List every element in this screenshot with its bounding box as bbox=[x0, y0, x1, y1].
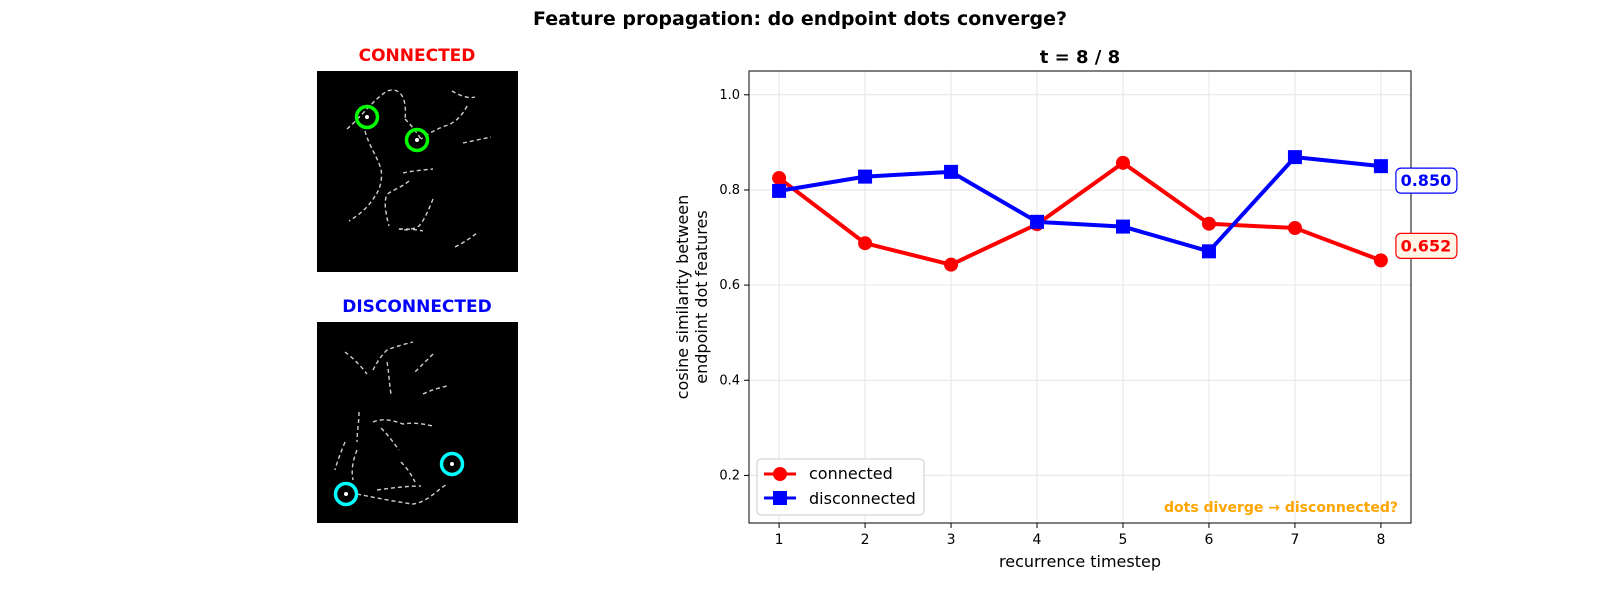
x-tick-label: 6 bbox=[1205, 532, 1214, 548]
data-point-connected bbox=[772, 171, 787, 186]
legend: connected disconnected bbox=[756, 458, 925, 516]
x-tick-label: 1 bbox=[775, 532, 784, 548]
image-background bbox=[317, 322, 518, 523]
y-tick-label: 1.0 bbox=[719, 88, 740, 103]
y-tick-label: 0.2 bbox=[719, 468, 740, 483]
data-point-disconnected bbox=[1115, 219, 1130, 234]
data-point-disconnected bbox=[772, 183, 787, 198]
end-value-text: 0.850 bbox=[1401, 171, 1452, 190]
end-value-labels: 0.652 0.850 bbox=[1395, 167, 1458, 259]
x-axis-ticks: 1 2 3 4 5 6 7 8 bbox=[775, 523, 1385, 548]
data-point-connected bbox=[1115, 155, 1130, 170]
disconnected-example-image bbox=[317, 322, 518, 523]
end-value-box bbox=[1395, 232, 1458, 259]
end-value-box bbox=[1395, 167, 1458, 194]
data-point-connected bbox=[1201, 216, 1216, 231]
curve-strokes bbox=[346, 89, 492, 248]
data-point-disconnected bbox=[944, 164, 959, 179]
axes-frame bbox=[748, 70, 1412, 524]
data-point-disconnected bbox=[1373, 159, 1388, 174]
endpoint-dot bbox=[415, 138, 419, 142]
diverge-annotation: dots diverge → disconnected? bbox=[1164, 500, 1398, 516]
y-axis-ticks: 0.2 0.4 0.6 0.8 1.0 bbox=[719, 88, 749, 483]
series-line-connected bbox=[777, 160, 1382, 267]
end-value-label-disconnected: 0.850 bbox=[1395, 167, 1458, 194]
data-point-connected bbox=[1373, 253, 1388, 268]
x-tick-label: 5 bbox=[1119, 532, 1128, 548]
chart-title: t = 8 / 8 bbox=[1040, 47, 1120, 68]
endpoint-marker-ring bbox=[404, 127, 430, 153]
disconnected-endpoint-markers bbox=[333, 451, 465, 507]
y-axis-label-line-1: cosine similarity between bbox=[673, 195, 692, 400]
image-background bbox=[317, 71, 518, 272]
data-point-disconnected bbox=[1201, 244, 1216, 259]
x-tick-label: 4 bbox=[1033, 532, 1042, 548]
endpoint-dot bbox=[344, 492, 348, 496]
x-axis-label: recurrence timestep bbox=[999, 552, 1161, 571]
data-point-connected bbox=[1287, 221, 1302, 236]
legend-label-disconnected: disconnected bbox=[809, 489, 916, 508]
connected-endpoint-markers bbox=[354, 104, 430, 153]
endpoint-marker-ring bbox=[354, 104, 380, 130]
x-tick-label: 8 bbox=[1376, 532, 1385, 548]
x-tick-label: 2 bbox=[861, 532, 870, 548]
legend-box bbox=[756, 458, 925, 516]
endpoint-marker-ring bbox=[439, 451, 465, 477]
y-tick-label: 0.6 bbox=[719, 278, 740, 293]
series-layer bbox=[772, 150, 1388, 272]
legend-marker-disconnected bbox=[773, 491, 787, 505]
legend-marker-connected bbox=[773, 467, 787, 481]
grid bbox=[749, 71, 1411, 523]
endpoint-dot bbox=[365, 115, 369, 119]
data-point-disconnected bbox=[858, 169, 873, 184]
end-value-text: 0.652 bbox=[1401, 236, 1452, 255]
endpoint-marker-ring bbox=[333, 481, 359, 507]
y-axis-label-line-2: endpoint dot features bbox=[692, 210, 711, 383]
data-point-connected bbox=[944, 257, 959, 272]
disconnected-panel-title: DISCONNECTED bbox=[342, 297, 492, 317]
connected-panel-title: CONNECTED bbox=[358, 46, 476, 66]
curve-strokes bbox=[334, 341, 448, 505]
x-tick-label: 7 bbox=[1290, 532, 1299, 548]
end-value-label-connected: 0.652 bbox=[1395, 232, 1458, 259]
data-point-disconnected bbox=[1030, 214, 1045, 229]
series-line-disconnected bbox=[778, 155, 1382, 254]
y-tick-label: 0.8 bbox=[719, 183, 740, 198]
data-point-connected bbox=[858, 236, 873, 251]
endpoint-dot bbox=[450, 462, 454, 466]
x-tick-label: 3 bbox=[947, 532, 956, 548]
figure-title: Feature propagation: do endpoint dots co… bbox=[533, 8, 1067, 30]
legend-label-connected: connected bbox=[809, 464, 893, 483]
connected-example-image bbox=[317, 71, 518, 272]
data-point-disconnected bbox=[1287, 150, 1302, 165]
y-tick-label: 0.4 bbox=[719, 373, 740, 388]
